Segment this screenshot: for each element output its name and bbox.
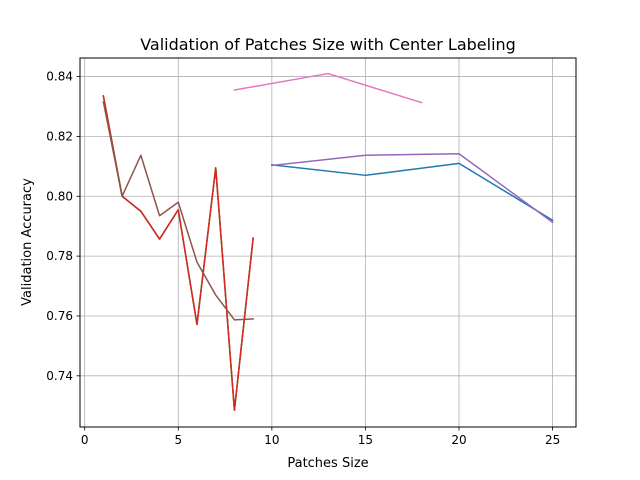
- y-axis-label: Validation Accuracy: [20, 178, 35, 306]
- x-tick-label: 20: [451, 433, 466, 447]
- x-tick-label: 10: [264, 433, 279, 447]
- x-tick-label: 5: [174, 433, 182, 447]
- grid-lines: [80, 58, 576, 427]
- y-tick-label: 0.80: [46, 189, 73, 203]
- series-line-6: [102, 101, 254, 321]
- x-axis-ticks: 0 5 10 15 20 25: [81, 427, 560, 447]
- series-lines: [102, 72, 554, 411]
- y-tick-label: 0.74: [46, 369, 73, 383]
- series-line-4: [102, 95, 254, 411]
- y-axis-ticks: 0.74 0.76 0.78 0.80 0.82 0.84: [46, 70, 80, 383]
- chart-title: Validation of Patches Size with Center L…: [140, 35, 516, 54]
- y-tick-label: 0.76: [46, 309, 73, 323]
- series-line-7: [233, 72, 423, 104]
- x-tick-label: 0: [81, 433, 89, 447]
- x-tick-label: 15: [358, 433, 373, 447]
- y-tick-label: 0.82: [46, 129, 73, 143]
- series-line-1: [271, 162, 554, 222]
- y-tick-label: 0.78: [46, 249, 73, 263]
- x-tick-label: 25: [545, 433, 560, 447]
- plot-frame: [79, 57, 577, 428]
- y-tick-label: 0.84: [46, 70, 73, 84]
- x-axis-label: Patches Size: [287, 456, 368, 471]
- series-line-5: [271, 153, 554, 224]
